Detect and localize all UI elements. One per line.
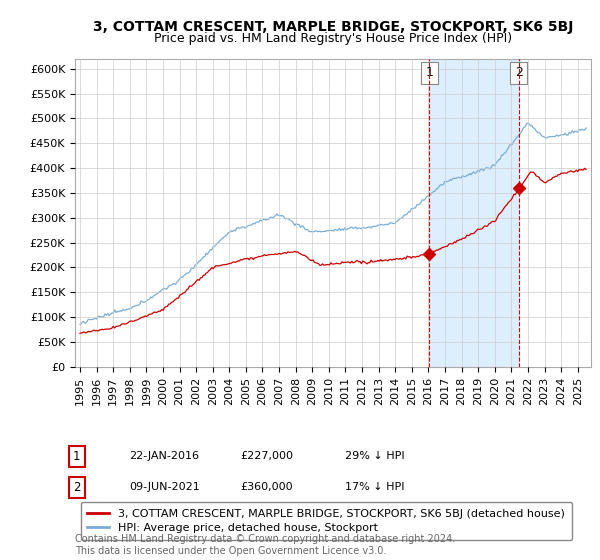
Text: 1: 1 [425, 66, 433, 79]
Text: 3, COTTAM CRESCENT, MARPLE BRIDGE, STOCKPORT, SK6 5BJ: 3, COTTAM CRESCENT, MARPLE BRIDGE, STOCK… [93, 20, 573, 34]
Legend: 3, COTTAM CRESCENT, MARPLE BRIDGE, STOCKPORT, SK6 5BJ (detached house), HPI: Ave: 3, COTTAM CRESCENT, MARPLE BRIDGE, STOCK… [80, 502, 572, 540]
Text: 17% ↓ HPI: 17% ↓ HPI [345, 482, 404, 492]
Text: 2: 2 [73, 480, 80, 494]
Text: Contains HM Land Registry data © Crown copyright and database right 2024.
This d: Contains HM Land Registry data © Crown c… [75, 534, 455, 556]
Text: £360,000: £360,000 [240, 482, 293, 492]
Text: 1: 1 [73, 450, 80, 463]
Text: Price paid vs. HM Land Registry's House Price Index (HPI): Price paid vs. HM Land Registry's House … [154, 32, 512, 45]
Text: 09-JUN-2021: 09-JUN-2021 [129, 482, 200, 492]
Text: 29% ↓ HPI: 29% ↓ HPI [345, 451, 404, 461]
Text: £227,000: £227,000 [240, 451, 293, 461]
Text: 2: 2 [515, 66, 523, 79]
Bar [430, 59, 518, 367]
Text: 22-JAN-2016: 22-JAN-2016 [129, 451, 199, 461]
